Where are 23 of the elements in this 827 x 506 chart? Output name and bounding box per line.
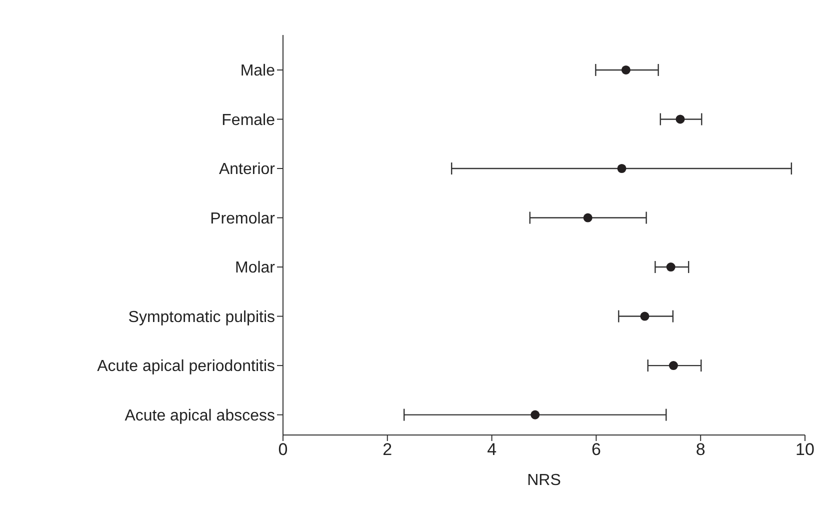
point	[621, 65, 630, 74]
x-tick-label: 8	[696, 440, 706, 460]
point	[583, 213, 592, 222]
x-tick-label: 4	[487, 440, 497, 460]
y-tick-label: Acute apical periodontitis	[97, 358, 275, 376]
point	[668, 361, 678, 370]
y-tick-label: Premolar	[210, 210, 276, 228]
y-tick-label: Molar	[234, 260, 276, 277]
point	[530, 410, 540, 420]
point	[617, 164, 626, 174]
x-axis-title: NRS	[527, 472, 561, 489]
x-tick-label: 6	[591, 440, 601, 460]
x-tick-label: 10	[796, 440, 814, 460]
y-tick-label: Acute apical abscess	[124, 407, 275, 424]
y-tick-label: Symptomatic pulpitis	[128, 308, 275, 326]
point	[666, 262, 676, 272]
point	[640, 312, 650, 321]
x-tick-label: 0	[278, 440, 288, 460]
x-tick-label: 2	[382, 440, 392, 460]
y-tick-label: Female	[222, 112, 276, 129]
point	[676, 114, 685, 124]
y-tick-label: Male	[240, 62, 276, 80]
y-tick-label: Anterior	[218, 161, 276, 178]
